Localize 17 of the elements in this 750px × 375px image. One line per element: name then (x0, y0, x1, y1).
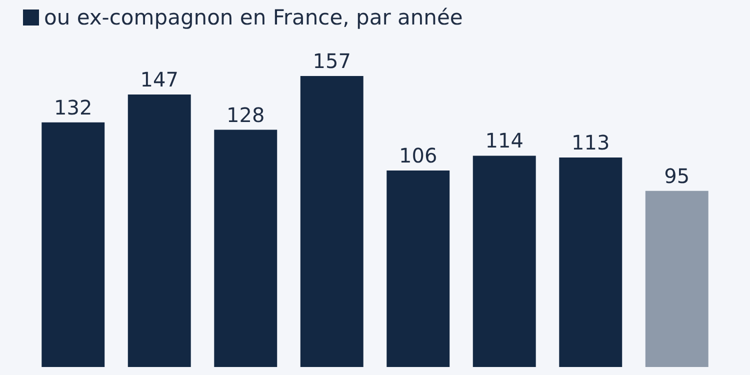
data-label: 114 (485, 128, 524, 153)
bar (559, 158, 622, 367)
bar (645, 190, 708, 367)
bar (472, 156, 536, 367)
data-label: 106 (399, 144, 438, 168)
bar (128, 94, 191, 367)
data-label: 113 (572, 130, 610, 155)
data-label: 95 (664, 164, 690, 188)
data-label: 157 (312, 49, 351, 73)
legend-label: ou ex-compagnon en France, par année (44, 6, 463, 30)
data-label: 132 (54, 95, 92, 120)
bar (386, 170, 450, 367)
bar (214, 130, 278, 367)
data-label: 128 (226, 102, 265, 127)
bar (300, 76, 364, 367)
bar (42, 122, 105, 367)
data-label: 147 (140, 68, 178, 92)
